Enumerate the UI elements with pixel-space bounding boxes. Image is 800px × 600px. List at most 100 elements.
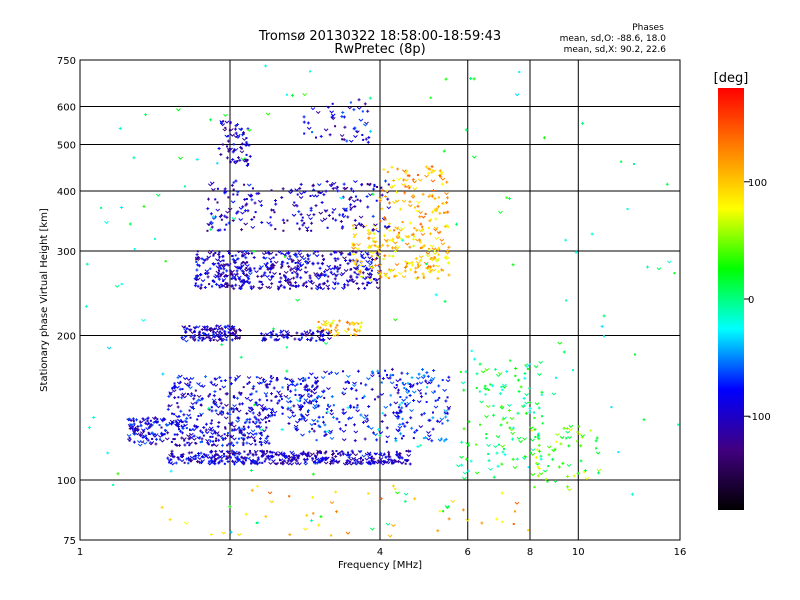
data-point — [385, 426, 389, 430]
data-point — [422, 437, 425, 440]
data-point — [397, 233, 400, 236]
data-point — [328, 267, 334, 271]
data-point — [261, 252, 267, 256]
data-point — [212, 401, 218, 405]
data-point — [185, 326, 189, 330]
data-point — [208, 338, 212, 342]
data-point — [332, 404, 335, 407]
data-point — [361, 271, 365, 275]
data-point — [182, 437, 187, 441]
data-point — [501, 450, 505, 454]
data-point — [341, 138, 344, 141]
data-point — [334, 454, 338, 458]
data-point — [331, 456, 334, 459]
data-point — [204, 428, 208, 432]
data-point — [565, 430, 571, 434]
data-point — [150, 431, 154, 435]
data-point — [412, 235, 415, 238]
data-point — [547, 453, 551, 457]
data-point — [249, 459, 255, 463]
data-point — [280, 452, 284, 456]
data-point — [243, 183, 246, 186]
data-point — [224, 134, 230, 138]
data-point — [332, 319, 336, 323]
data-point — [319, 286, 323, 290]
x-tick-labels: 1 2 4 6 8 10 16 — [77, 547, 687, 558]
data-point — [245, 141, 248, 144]
data-point — [258, 280, 261, 283]
data-point — [345, 279, 351, 284]
data-point — [340, 253, 343, 256]
data-point — [226, 411, 230, 415]
data-point — [278, 451, 283, 455]
data-point — [245, 163, 249, 167]
data-point — [219, 337, 223, 341]
data-point — [329, 324, 333, 328]
data-point — [509, 417, 515, 421]
data-point — [243, 198, 247, 202]
data-point — [289, 389, 293, 393]
data-point — [266, 267, 270, 271]
data-point — [431, 416, 435, 420]
data-point — [400, 183, 406, 187]
data-point — [300, 433, 305, 437]
data-point — [514, 93, 520, 97]
data-point — [283, 286, 286, 289]
data-point — [574, 250, 578, 254]
data-point — [236, 160, 239, 163]
data-point — [446, 419, 450, 423]
data-point — [314, 422, 317, 425]
data-point — [209, 327, 212, 330]
data-point — [313, 274, 319, 278]
data-point — [266, 454, 272, 458]
data-point — [409, 416, 413, 420]
data-point — [228, 412, 232, 416]
data-point — [450, 499, 456, 503]
data-point — [142, 204, 146, 208]
data-point — [129, 419, 133, 423]
data-point — [352, 323, 356, 327]
data-point — [201, 339, 204, 342]
data-point — [171, 412, 174, 415]
data-point — [181, 325, 186, 329]
data-point — [594, 439, 598, 443]
data-point — [375, 286, 381, 290]
data-point — [440, 177, 446, 181]
data-point — [332, 333, 337, 337]
data-point — [438, 211, 442, 215]
data-point — [301, 216, 304, 219]
data-point — [223, 379, 227, 383]
data-point — [263, 392, 269, 396]
data-point — [460, 381, 466, 385]
data-point — [367, 232, 372, 236]
data-point — [242, 282, 245, 285]
data-point — [298, 186, 302, 190]
data-point — [190, 392, 194, 396]
x-tick-label: 1 — [77, 547, 83, 558]
data-point — [213, 430, 216, 433]
data-point — [403, 424, 407, 428]
data-point — [633, 162, 636, 165]
data-point — [313, 461, 316, 464]
data-point — [209, 421, 213, 425]
data-point — [190, 451, 193, 454]
data-point — [427, 167, 431, 171]
data-point — [246, 183, 252, 187]
data-point — [153, 237, 156, 240]
data-point — [410, 195, 416, 199]
data-point — [188, 444, 191, 447]
data-point — [196, 284, 200, 288]
data-point — [227, 207, 233, 211]
data-point — [322, 456, 326, 460]
data-point — [240, 211, 245, 215]
data-point — [230, 284, 234, 288]
data-point — [362, 394, 366, 398]
data-point — [386, 244, 390, 248]
data-point — [305, 285, 309, 289]
data-point — [475, 372, 479, 376]
data-point — [336, 185, 339, 188]
data-point — [271, 327, 275, 331]
data-point — [286, 262, 289, 265]
data-point — [390, 268, 396, 272]
data-point — [354, 223, 359, 227]
